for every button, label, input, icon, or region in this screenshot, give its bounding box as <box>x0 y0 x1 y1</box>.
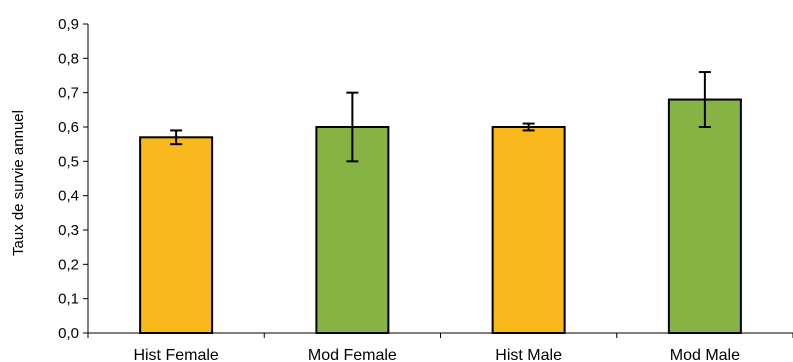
y-tick-label: 0,8 <box>58 50 79 67</box>
x-ticks-group: Hist Female Mod Female Hist Male Mod Male <box>87 333 793 362</box>
x-tick-label: Hist Female <box>133 347 218 362</box>
y-ticks-group: 0,0 0,1 0,2 0,3 0,4 0,5 0,6 0,7 0,8 0,9 <box>58 16 88 342</box>
y-axis-title: Taux de survie annuel <box>10 110 27 256</box>
y-tick-label: 0,2 <box>58 256 79 273</box>
y-tick-label: 0,5 <box>58 153 79 170</box>
bar-hist-female <box>139 136 214 334</box>
y-tick-label: 0,4 <box>58 188 79 205</box>
y-tick-label: 0,6 <box>58 119 79 136</box>
x-tick-label: Mod Male <box>670 347 740 362</box>
y-tick-label: 0,7 <box>58 85 79 102</box>
bars-group <box>139 98 742 334</box>
x-tick-label: Mod Female <box>308 347 397 362</box>
y-tick-label: 0,1 <box>58 291 79 308</box>
y-tick-label: 0,9 <box>58 16 79 33</box>
y-tick-label: 0,0 <box>58 325 79 342</box>
y-tick-label: 0,3 <box>58 222 79 239</box>
bar-hist-male <box>491 126 566 334</box>
bar-mod-male <box>667 98 742 334</box>
x-tick-label: Hist Male <box>495 347 562 362</box>
error-bars-group <box>170 71 711 163</box>
